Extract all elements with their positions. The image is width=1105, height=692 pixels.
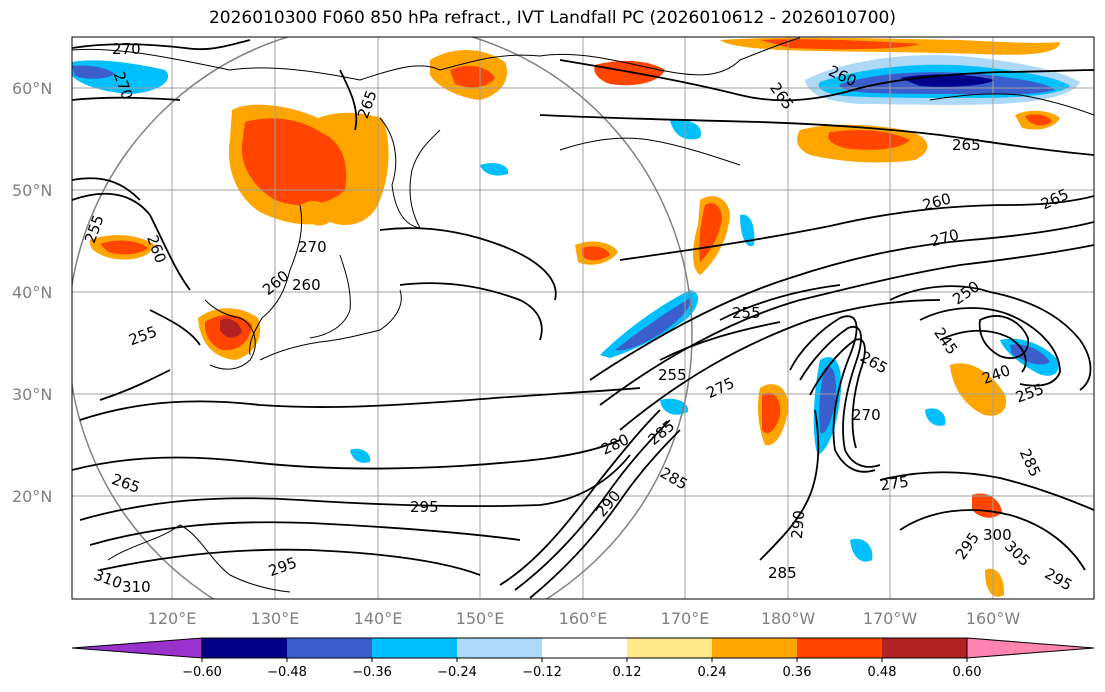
colorbar-tick-label: 0.36	[783, 665, 812, 680]
colorbar-segment	[202, 638, 287, 658]
lon-label: 180°W	[761, 609, 816, 628]
colorbar-tick-label: 0.48	[868, 665, 897, 680]
contour-label: 255	[732, 304, 761, 322]
colorbar-segment	[712, 638, 797, 658]
lat-label: 30°N	[12, 385, 52, 404]
colorbar-segment	[287, 638, 372, 658]
contour-label: 270	[112, 40, 141, 58]
range-ring	[72, 37, 693, 599]
lon-label: 160°W	[966, 609, 1021, 628]
colorbar-tick-label: −0.24	[437, 665, 477, 680]
colorbar-tick-label: −0.12	[522, 665, 562, 680]
lon-label: 150°E	[456, 609, 505, 628]
contour-label: 260	[292, 276, 321, 294]
lon-label: 170°W	[863, 609, 918, 628]
latitude-labels: 60°N 50°N 40°N 30°N 20°N	[12, 79, 52, 506]
contour-lines	[72, 39, 1094, 599]
contour-label: 275	[879, 473, 910, 495]
lon-label: 160°E	[559, 609, 608, 628]
refractivity-anomaly-shading	[72, 37, 1080, 597]
contour-label: 295	[410, 498, 439, 516]
colorbar-segment	[457, 638, 542, 658]
colorbar: −0.60 −0.48 −0.36 −0.24 −0.12 0.12 0.24 …	[71, 637, 1095, 680]
lat-label: 20°N	[12, 487, 52, 506]
colorbar-tick-label: −0.60	[182, 665, 222, 680]
map-frame	[71, 36, 1095, 600]
colorbar-segment	[797, 638, 882, 658]
colorbar-tick-label: 0.60	[953, 665, 982, 680]
colorbar-segment	[627, 638, 712, 658]
lon-label: 120°E	[148, 609, 197, 628]
lon-label: 130°E	[251, 609, 300, 628]
colorbar-extend-min	[71, 637, 203, 659]
lon-label: 140°E	[354, 609, 403, 628]
contour-label: 270	[852, 406, 881, 424]
lat-label: 50°N	[12, 181, 52, 200]
colorbar-tick-label: −0.48	[267, 665, 307, 680]
coastlines	[72, 37, 1094, 593]
contour-label: 265	[952, 136, 981, 154]
contour-label: 255	[658, 366, 687, 384]
longitude-labels: 120°E 130°E 140°E 150°E 160°E 170°E 180°…	[148, 609, 1021, 628]
lat-label: 60°N	[12, 79, 52, 98]
colorbar-segment	[542, 638, 627, 658]
contour-label: 270	[298, 238, 327, 256]
contour-label: 300	[983, 526, 1012, 544]
colorbar-ticks	[201, 658, 968, 662]
colorbar-tick-label: −0.36	[352, 665, 392, 680]
contour-label: 285	[768, 564, 797, 582]
colorbar-frame	[201, 637, 968, 659]
contour-label: 310	[122, 578, 151, 596]
lat-label: 40°N	[12, 283, 52, 302]
map-title: 2026010300 F060 850 hPa refract., IVT La…	[208, 8, 896, 28]
colorbar-segment	[882, 638, 967, 658]
colorbar-tick-label: 0.12	[613, 665, 642, 680]
lon-label: 170°E	[661, 609, 710, 628]
contour-label: 290	[788, 510, 808, 540]
colorbar-segment	[372, 638, 457, 658]
colorbar-extend-max	[966, 637, 1095, 659]
colorbar-tick-label: 0.24	[698, 665, 727, 680]
